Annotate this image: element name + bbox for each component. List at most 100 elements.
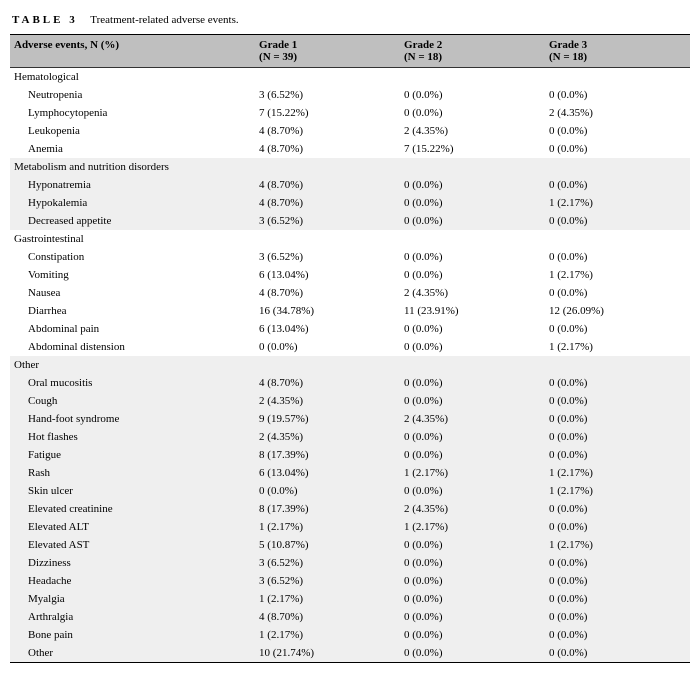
grade3-cell: 0 (0.0%) [545,86,690,104]
table-row: Hand-foot syndrome9 (19.57%)2 (4.35%)0 (… [10,410,690,428]
ae-name-cell: Rash [10,464,255,482]
table-row: Arthralgia4 (8.70%)0 (0.0%)0 (0.0%) [10,608,690,626]
grade1-cell: 4 (8.70%) [255,194,400,212]
table-row: Elevated ALT1 (2.17%)1 (2.17%)0 (0.0%) [10,518,690,536]
grade1-cell: 4 (8.70%) [255,122,400,140]
grade2-cell: 11 (23.91%) [400,302,545,320]
ae-name-cell: Hypokalemia [10,194,255,212]
grade1-cell: 4 (8.70%) [255,140,400,158]
grade2-cell: 0 (0.0%) [400,536,545,554]
grade1-cell: 6 (13.04%) [255,320,400,338]
table-row: Headache3 (6.52%)0 (0.0%)0 (0.0%) [10,572,690,590]
table-row: Decreased appetite3 (6.52%)0 (0.0%)0 (0.… [10,212,690,230]
ae-name-cell: Cough [10,392,255,410]
table-row: Abdominal pain6 (13.04%)0 (0.0%)0 (0.0%) [10,320,690,338]
grade3-cell: 0 (0.0%) [545,626,690,644]
ae-name-cell: Elevated ALT [10,518,255,536]
grade3-cell: 1 (2.17%) [545,482,690,500]
ae-name-cell: Nausea [10,284,255,302]
table-row: Dizziness3 (6.52%)0 (0.0%)0 (0.0%) [10,554,690,572]
grade1-cell: 6 (13.04%) [255,464,400,482]
grade3-cell: 0 (0.0%) [545,140,690,158]
grade3-cell: 0 (0.0%) [545,554,690,572]
header-grade2: Grade 2 (N = 18) [400,35,545,68]
grade1-cell: 0 (0.0%) [255,338,400,356]
grade1-cell: 3 (6.52%) [255,572,400,590]
grade1-cell: 6 (13.04%) [255,266,400,284]
table-row: Diarrhea16 (34.78%)11 (23.91%)12 (26.09%… [10,302,690,320]
ae-name-cell: Other [10,644,255,663]
header-grade3: Grade 3 (N = 18) [545,35,690,68]
grade2-cell: 2 (4.35%) [400,500,545,518]
ae-name-cell: Anemia [10,140,255,158]
grade2-cell: 0 (0.0%) [400,248,545,266]
table-row: Cough2 (4.35%)0 (0.0%)0 (0.0%) [10,392,690,410]
ae-name-cell: Leukopenia [10,122,255,140]
ae-name-cell: Hand-foot syndrome [10,410,255,428]
table-row: Hot flashes2 (4.35%)0 (0.0%)0 (0.0%) [10,428,690,446]
grade1-cell: 4 (8.70%) [255,176,400,194]
table-row: Neutropenia3 (6.52%)0 (0.0%)0 (0.0%) [10,86,690,104]
grade2-cell: 0 (0.0%) [400,320,545,338]
grade3-cell: 1 (2.17%) [545,338,690,356]
table-row: Myalgia1 (2.17%)0 (0.0%)0 (0.0%) [10,590,690,608]
grade2-cell: 7 (15.22%) [400,140,545,158]
section-title: Hematological [10,68,690,87]
ae-name-cell: Skin ulcer [10,482,255,500]
grade2-cell: 0 (0.0%) [400,644,545,663]
grade1-cell: 4 (8.70%) [255,284,400,302]
header-row: Adverse events, N (%) Grade 1 (N = 39) G… [10,35,690,68]
ae-name-cell: Myalgia [10,590,255,608]
header-grade1: Grade 1 (N = 39) [255,35,400,68]
grade3-cell: 0 (0.0%) [545,590,690,608]
table-caption: TABLE 3 Treatment-related adverse events… [10,10,690,30]
grade1-cell: 5 (10.87%) [255,536,400,554]
grade1-cell: 2 (4.35%) [255,392,400,410]
ae-name-cell: Headache [10,572,255,590]
section-title: Metabolism and nutrition disorders [10,158,690,176]
grade3-cell: 1 (2.17%) [545,536,690,554]
ae-name-cell: Oral mucositis [10,374,255,392]
ae-name-cell: Neutropenia [10,86,255,104]
table-row: Bone pain1 (2.17%)0 (0.0%)0 (0.0%) [10,626,690,644]
section-title: Gastrointestinal [10,230,690,248]
grade2-cell: 0 (0.0%) [400,176,545,194]
section-row: Metabolism and nutrition disorders [10,158,690,176]
table-row: Hyponatremia4 (8.70%)0 (0.0%)0 (0.0%) [10,176,690,194]
grade3-cell: 0 (0.0%) [545,500,690,518]
ae-name-cell: Diarrhea [10,302,255,320]
table-row: Rash6 (13.04%)1 (2.17%)1 (2.17%) [10,464,690,482]
ae-name-cell: Elevated creatinine [10,500,255,518]
grade3-cell: 0 (0.0%) [545,320,690,338]
grade1-cell: 16 (34.78%) [255,302,400,320]
grade3-cell: 0 (0.0%) [545,446,690,464]
grade2-cell: 0 (0.0%) [400,338,545,356]
ae-name-cell: Decreased appetite [10,212,255,230]
grade3-cell: 0 (0.0%) [545,176,690,194]
table-row: Hypokalemia4 (8.70%)0 (0.0%)1 (2.17%) [10,194,690,212]
header-adverse-events: Adverse events, N (%) [10,35,255,68]
ae-name-cell: Arthralgia [10,608,255,626]
grade1-cell: 1 (2.17%) [255,626,400,644]
grade1-cell: 9 (19.57%) [255,410,400,428]
ae-name-cell: Bone pain [10,626,255,644]
table-row: Fatigue8 (17.39%)0 (0.0%)0 (0.0%) [10,446,690,464]
grade2-cell: 0 (0.0%) [400,446,545,464]
grade3-cell: 0 (0.0%) [545,644,690,663]
grade2-cell: 0 (0.0%) [400,86,545,104]
grade2-cell: 0 (0.0%) [400,266,545,284]
table-row: Constipation3 (6.52%)0 (0.0%)0 (0.0%) [10,248,690,266]
grade3-cell: 0 (0.0%) [545,212,690,230]
grade2-cell: 2 (4.35%) [400,122,545,140]
grade3-cell: 0 (0.0%) [545,518,690,536]
table-row: Oral mucositis4 (8.70%)0 (0.0%)0 (0.0%) [10,374,690,392]
ae-name-cell: Vomiting [10,266,255,284]
grade3-cell: 1 (2.17%) [545,194,690,212]
grade1-cell: 8 (17.39%) [255,500,400,518]
grade3-cell: 0 (0.0%) [545,608,690,626]
grade2-cell: 0 (0.0%) [400,194,545,212]
ae-name-cell: Elevated AST [10,536,255,554]
grade1-cell: 8 (17.39%) [255,446,400,464]
grade1-cell: 7 (15.22%) [255,104,400,122]
grade3-cell: 0 (0.0%) [545,428,690,446]
